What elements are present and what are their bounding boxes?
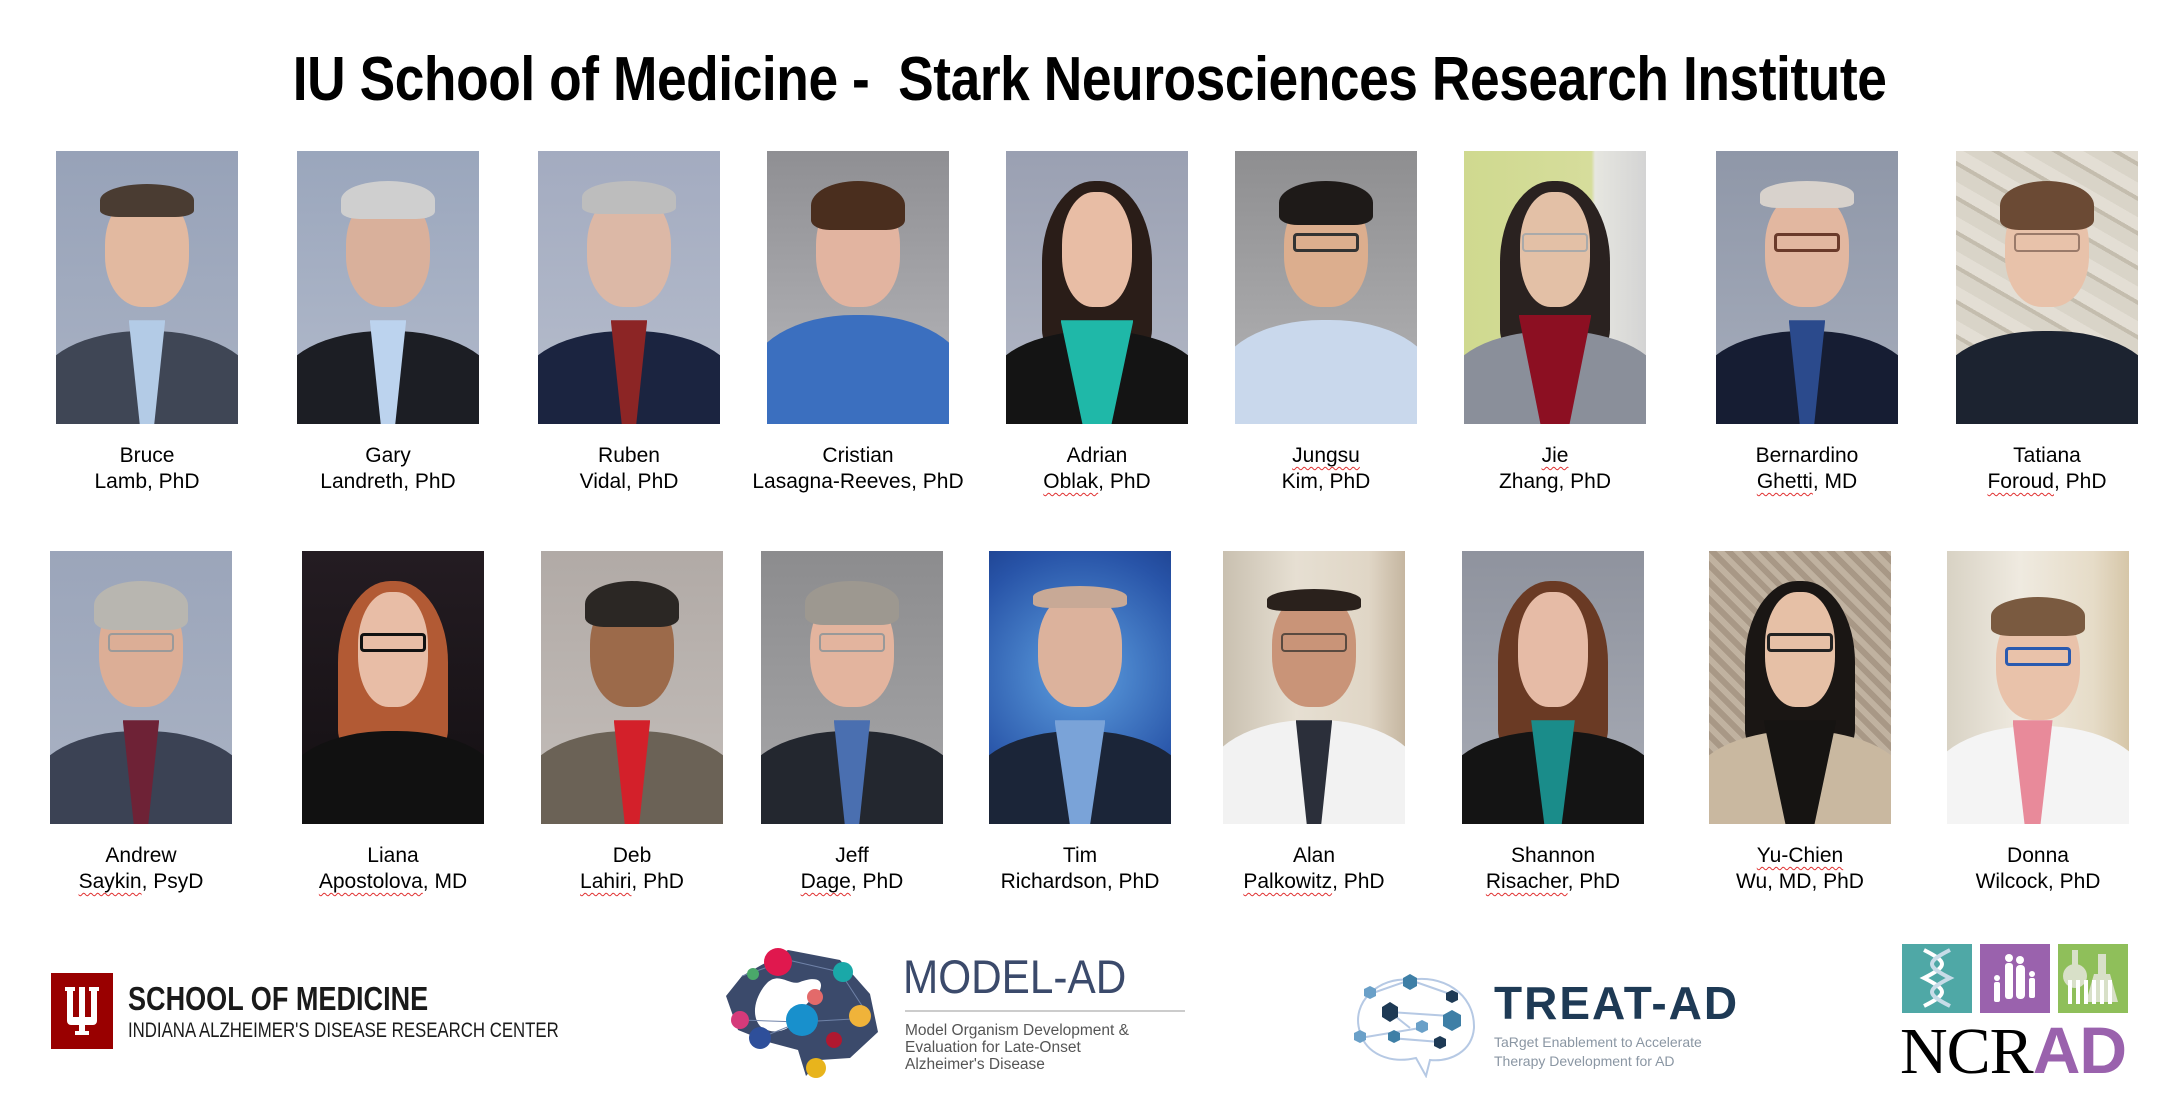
portrait-photo [1947,551,2129,824]
person-name: Yu-Chien Wu, MD, PhD [1736,844,1864,893]
portrait-photo [541,551,723,824]
person-name: Tim Richardson, PhD [1000,844,1160,893]
iu-adrc-label: INDIANA ALZHEIMER'S DISEASE RESEARCH CEN… [128,1019,559,1042]
person-name: Bruce Lamb, PhD [94,444,200,493]
portrait-photo [538,151,720,424]
model-ad-title: MODEL-AD [903,950,1127,1003]
person-name: Donna Wilcock, PhD [1975,844,2101,893]
person-name: Ruben Vidal, PhD [579,444,679,493]
portrait-photo [989,551,1171,824]
portrait-photo [1235,151,1417,424]
ncrad-dna-icon [1902,944,1972,1013]
portrait-photo [761,551,943,824]
person-name: Shannon Risacher, PhD [1485,844,1621,893]
person-name: Gary Landreth, PhD [320,444,456,493]
person-name: Andrew Saykin, PsyD [78,844,204,893]
portrait-photo [767,151,949,424]
person-name: Deb Lahiri, PhD [580,844,684,893]
ncrad-lab-flask-icon [2058,944,2128,1013]
person-name: Liana Apostolova, MD [318,844,468,893]
person-name: Jie Zhang, PhD [1498,444,1612,493]
portrait-photo [1464,151,1646,424]
person-name: Cristian Lasagna-Reeves, PhD [752,444,964,493]
model-ad-divider [905,1010,1185,1012]
iu-trident-logo-icon [51,973,113,1049]
portrait-photo [1223,551,1405,824]
person-name: Jungsu Kim, PhD [1281,444,1371,493]
ncrad-family-icon [1980,944,2050,1013]
model-ad-brain-icon [720,942,880,1078]
portrait-photo [1716,151,1898,424]
treat-ad-title: TREAT-AD [1494,977,1740,1029]
person-name: Bernardino Ghetti, MD [1755,444,1859,493]
portrait-photo [1709,551,1891,824]
treat-ad-brain-network-icon [1350,972,1477,1079]
portrait-photo [1462,551,1644,824]
portrait-photo [56,151,238,424]
person-name: Jeff Dage, PhD [800,844,904,893]
treat-ad-subtitle: TaRget Enablement to Accelerate Therapy … [1494,1034,1702,1069]
model-ad-subtitle: Model Organism Development & Evaluation … [905,1022,1129,1073]
portrait-photo [1006,151,1188,424]
person-name: Adrian Oblak, PhD [1043,444,1151,493]
person-name: Alan Palkowitz, PhD [1243,844,1385,893]
iu-school-of-medicine-label: SCHOOL OF MEDICINE [128,980,429,1017]
portrait-photo [50,551,232,824]
ncrad-wordmark: NCRAD [1900,1013,2127,1088]
person-name: Tatiana Foroud, PhD [1987,444,2107,493]
portrait-photo [302,551,484,824]
page-title: IU School of Medicine - Stark Neuroscien… [293,45,1887,114]
portrait-photo [1956,151,2138,424]
portrait-photo [297,151,479,424]
